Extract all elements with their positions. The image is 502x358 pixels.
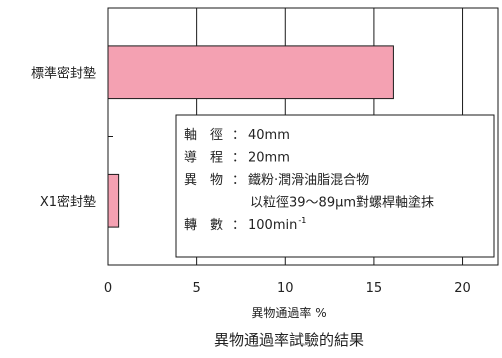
annotation-separator: ： [232, 128, 245, 143]
annotation-label: 軸 徑 [184, 128, 223, 143]
bar-2 [107, 173, 120, 228]
bars [107, 45, 394, 228]
chart-title: 異物通過率試驗的結果 [214, 331, 364, 349]
annotation-label: 導 程 [184, 151, 223, 166]
annotation-separator: ： [232, 151, 245, 166]
bar-1 [107, 45, 394, 100]
annotation-value: 鐵粉‧潤滑油脂混合物 [248, 172, 369, 188]
x-tick-label: 20 [454, 281, 471, 296]
annotation-separator: ： [232, 173, 245, 188]
x-tick-label: 15 [366, 281, 383, 296]
category-label: X1密封墊 [40, 194, 96, 210]
x-tick-label: 10 [277, 281, 294, 296]
annotation-value: 以粒徑39～89μm對螺桿軸塗抹 [250, 195, 434, 211]
annotation-frame [175, 114, 495, 258]
annotation-value: 40mm [248, 128, 290, 143]
x-tick-label: 5 [192, 281, 200, 296]
x-axis-title: 異物通過率 % [251, 305, 326, 320]
annotation-value: 100min [248, 218, 297, 233]
annotation-label: 異 物 [184, 173, 223, 188]
x-tick-label: 0 [104, 281, 112, 296]
annotation-label: 轉 數 [184, 218, 223, 233]
category-label: 標準密封墊 [31, 65, 96, 81]
x-tick-labels: 0 5 10 15 20 [104, 281, 471, 296]
category-labels: 標準密封墊 X1密封墊 [31, 65, 96, 210]
annotation-separator: ： [232, 218, 245, 233]
annotation-superscript: -1 [298, 216, 306, 225]
annotation-value: 20mm [248, 151, 290, 166]
